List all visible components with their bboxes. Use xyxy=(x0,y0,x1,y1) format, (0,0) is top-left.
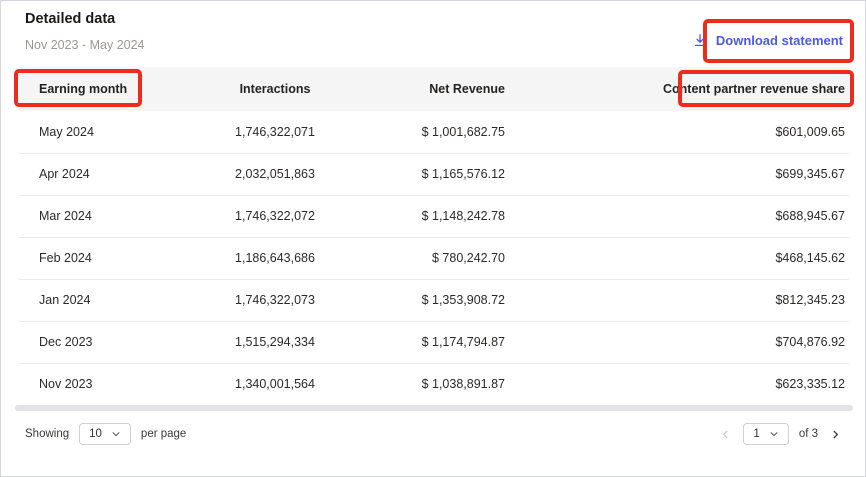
cell-revenue-share: $704,876.92 xyxy=(509,321,849,364)
cell-revenue-share: $699,345.67 xyxy=(509,153,849,196)
page-count-label: of 3 xyxy=(798,428,818,440)
cell-interactions: 1,515,294,334 xyxy=(191,321,359,364)
cell-interactions: 1,186,643,686 xyxy=(191,237,359,280)
per-page-label: per page xyxy=(140,428,187,440)
page-number-value: 1 xyxy=(753,428,760,440)
cell-earning-month: Dec 2023 xyxy=(19,321,191,364)
chevron-down-icon xyxy=(769,429,779,439)
cell-earning-month: May 2024 xyxy=(19,111,191,154)
cell-interactions: 1,746,322,072 xyxy=(191,195,359,238)
column-header-earning-month[interactable]: Earning month xyxy=(19,67,191,111)
cell-earning-month: Apr 2024 xyxy=(19,153,191,196)
table-row: Feb 2024 1,186,643,686 $ 780,242.70 $468… xyxy=(19,237,849,280)
cell-earning-month: Nov 2023 xyxy=(19,363,191,406)
chevron-left-icon[interactable] xyxy=(718,427,733,442)
cell-earning-month: Jan 2024 xyxy=(19,279,191,322)
cell-revenue-share: $812,345.23 xyxy=(509,279,849,322)
table-footer: Showing 10 per page 1 xyxy=(25,420,843,448)
download-icon xyxy=(693,33,707,48)
table-header-row: Earning month Interactions Net Revenue C… xyxy=(19,67,849,111)
page-size-select[interactable]: 10 xyxy=(79,423,131,445)
download-statement-label: Download statement xyxy=(715,33,843,48)
page-size-value: 10 xyxy=(89,428,102,440)
page-title: Detailed data xyxy=(25,11,116,27)
cell-revenue-share: $468,145.62 xyxy=(509,237,849,280)
date-range-label: Nov 2023 - May 2024 xyxy=(25,38,145,52)
page-number-select[interactable]: 1 xyxy=(743,423,789,445)
column-header-content-partner-revenue-share[interactable]: Content partner revenue share xyxy=(509,67,849,111)
cell-revenue-share: $688,945.67 xyxy=(509,195,849,238)
cell-net-revenue: $ 1,353,908.72 xyxy=(359,279,509,322)
cell-revenue-share: $601,009.65 xyxy=(509,111,849,154)
chevron-down-icon xyxy=(111,429,121,439)
cell-net-revenue: $ 1,148,242.78 xyxy=(359,195,509,238)
table-row: Jan 2024 1,746,322,073 $ 1,353,908.72 $8… xyxy=(19,279,849,322)
horizontal-scrollbar[interactable] xyxy=(15,405,853,411)
column-header-interactions[interactable]: Interactions xyxy=(191,67,359,111)
download-statement-link[interactable]: Download statement xyxy=(693,33,843,48)
cell-net-revenue: $ 1,001,682.75 xyxy=(359,111,509,154)
table-row: May 2024 1,746,322,071 $ 1,001,682.75 $6… xyxy=(19,111,849,154)
cell-interactions: 1,340,001,564 xyxy=(191,363,359,406)
cell-earning-month: Mar 2024 xyxy=(19,195,191,238)
table-row: Apr 2024 2,032,051,863 $ 1,165,576.12 $6… xyxy=(19,153,849,196)
cell-net-revenue: $ 780,242.70 xyxy=(359,237,509,280)
table-row: Mar 2024 1,746,322,072 $ 1,148,242.78 $6… xyxy=(19,195,849,238)
cell-net-revenue: $ 1,174,794.87 xyxy=(359,321,509,364)
chevron-right-icon[interactable] xyxy=(828,427,843,442)
cell-net-revenue: $ 1,165,576.12 xyxy=(359,153,509,196)
column-header-net-revenue[interactable]: Net Revenue xyxy=(359,67,509,111)
cell-interactions: 2,032,051,863 xyxy=(191,153,359,196)
cell-revenue-share: $623,335.12 xyxy=(509,363,849,406)
cell-interactions: 1,746,322,071 xyxy=(191,111,359,154)
earnings-table: Earning month Interactions Net Revenue C… xyxy=(19,67,849,406)
table-row: Nov 2023 1,340,001,564 $ 1,038,891.87 $6… xyxy=(19,363,849,406)
cell-earning-month: Feb 2024 xyxy=(19,237,191,280)
table-row: Dec 2023 1,515,294,334 $ 1,174,794.87 $7… xyxy=(19,321,849,364)
cell-net-revenue: $ 1,038,891.87 xyxy=(359,363,509,406)
cell-interactions: 1,746,322,073 xyxy=(191,279,359,322)
showing-label: Showing xyxy=(25,428,70,440)
